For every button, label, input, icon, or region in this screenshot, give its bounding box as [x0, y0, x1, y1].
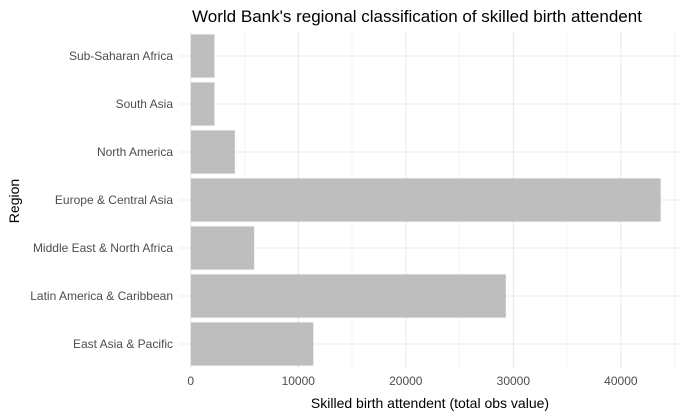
y-tick-labels: East Asia & Pacific Latin America & Carib… [30, 49, 173, 351]
bar [190, 34, 215, 78]
x-tick-label: 10000 [282, 374, 316, 388]
y-tick-label: East Asia & Pacific [73, 337, 173, 351]
y-tick-label: Middle East & North Africa [33, 241, 173, 255]
x-tick-labels: 0 10000 20000 30000 40000 [187, 374, 637, 388]
bar [190, 226, 255, 270]
x-axis-title: Skilled birth attendent (total obs value… [311, 395, 549, 411]
bars [190, 34, 661, 366]
y-axis-title: Region [6, 179, 22, 223]
y-tick-label: South Asia [116, 97, 174, 111]
x-tick-label: 30000 [497, 374, 531, 388]
y-tick-label: Sub-Saharan Africa [69, 49, 173, 63]
bar [190, 322, 314, 366]
x-tick-label: 40000 [604, 374, 638, 388]
bar [190, 82, 215, 126]
x-tick-label: 20000 [389, 374, 423, 388]
y-tick-label: Europe & Central Asia [55, 193, 173, 207]
y-tick-label: Latin America & Caribbean [30, 289, 173, 303]
chart-title: World Bank's regional classification of … [192, 7, 642, 26]
x-tick-label: 0 [187, 374, 194, 388]
y-tick-label: North America [97, 145, 173, 159]
bar [190, 274, 506, 318]
bar [190, 130, 235, 174]
bar [190, 178, 661, 222]
